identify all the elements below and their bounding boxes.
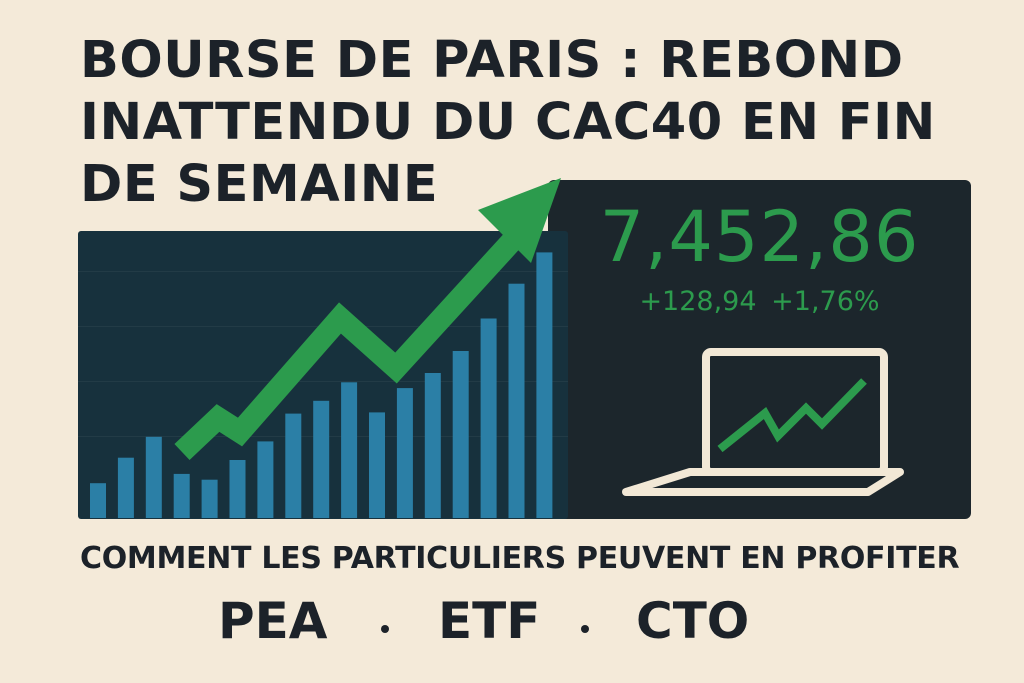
chart-bar (369, 412, 385, 518)
chart-bar (229, 460, 246, 518)
chart-bar (173, 473, 190, 518)
chart-bar (285, 413, 302, 518)
change-points: +128,94 (639, 286, 757, 317)
headline-line-1: BOURSE DE PARIS : REBOND (80, 31, 904, 90)
headline-line-3: DE SEMAINE (80, 155, 439, 214)
product-etf: ETF (438, 592, 541, 650)
bars-group (90, 252, 553, 518)
chart-bar (145, 436, 162, 518)
change-percent: +1,76% (771, 286, 880, 317)
chart-bar (201, 479, 218, 518)
separator-dot (581, 625, 589, 633)
chart-bar (508, 283, 525, 518)
chart-bar (313, 400, 330, 518)
index-value: 7,452,86 (599, 196, 920, 278)
products-row: PEA ETF CTO (0, 592, 1024, 662)
chart-bar (452, 351, 469, 518)
chart-bar (257, 441, 274, 518)
headline: BOURSE DE PARIS : REBOND INATTENDU DU CA… (80, 30, 936, 216)
index-change: +128,94 +1,76% (548, 286, 971, 317)
product-cto: CTO (636, 592, 750, 650)
trend-arrow-icon (174, 178, 561, 460)
product-pea: PEA (218, 592, 328, 650)
chart-bar (424, 373, 441, 518)
headline-line-2: INATTENDU DU CAC40 EN FIN (80, 93, 936, 152)
laptop-chart-icon (622, 348, 904, 496)
separator-dot (381, 625, 389, 633)
chart-bar (90, 483, 106, 518)
subheadline: COMMENT LES PARTICULIERS PEUVENT EN PROF… (80, 541, 960, 576)
chart-bar (341, 382, 358, 518)
chart-bar (396, 388, 413, 518)
chart-bar (480, 318, 497, 518)
chart-bar (117, 457, 134, 518)
chart-bar (536, 252, 553, 518)
